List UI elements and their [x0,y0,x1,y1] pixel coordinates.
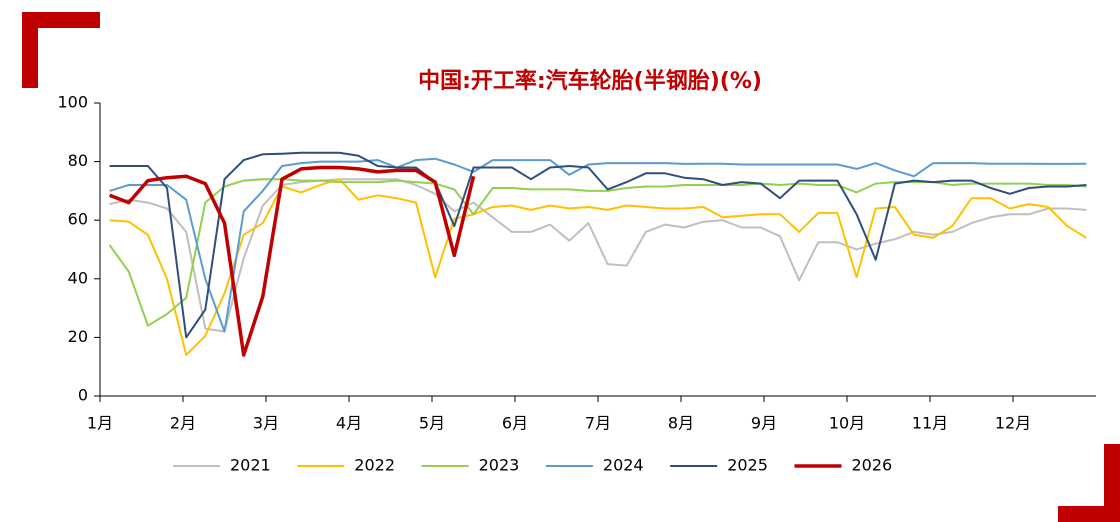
legend-label: 2022 [354,456,395,475]
series-line [109,157,1087,333]
y-tick-label: 40 [68,268,88,287]
x-tick-label: 8月 [668,414,694,433]
legend-label: 2021 [230,456,271,475]
legend-label: 2024 [603,456,644,475]
series-line [109,151,1087,339]
series-line [108,178,1087,327]
x-tick-label: 11月 [912,414,948,433]
x-tick-label: 10月 [829,414,865,433]
x-tick-label: 2月 [170,414,196,433]
series-line [108,165,476,357]
y-tick-label: 80 [68,151,88,170]
legend-label: 2023 [479,456,520,475]
legend-label: 2026 [852,456,893,475]
series-line [109,178,1087,356]
x-tick-label: 6月 [502,414,528,433]
legend-label: 2025 [727,456,768,475]
x-tick-label: 7月 [585,414,611,433]
y-tick-label: 20 [68,327,88,346]
corner-decoration [1058,444,1120,522]
series-line [109,178,1087,333]
y-tick-label: 0 [78,386,88,405]
chart-title: 中国:开工率:汽车轮胎(半钢胎)(%) [418,68,762,94]
x-tick-label: 4月 [336,414,362,433]
x-tick-label: 3月 [253,414,279,433]
x-tick-label: 12月 [995,414,1031,433]
x-tick-label: 1月 [87,414,113,433]
y-tick-label: 100 [57,93,88,112]
x-tick-label: 5月 [419,414,445,433]
x-tick-label: 9月 [751,414,777,433]
corner-decoration [22,12,100,88]
y-tick-label: 60 [68,210,88,229]
